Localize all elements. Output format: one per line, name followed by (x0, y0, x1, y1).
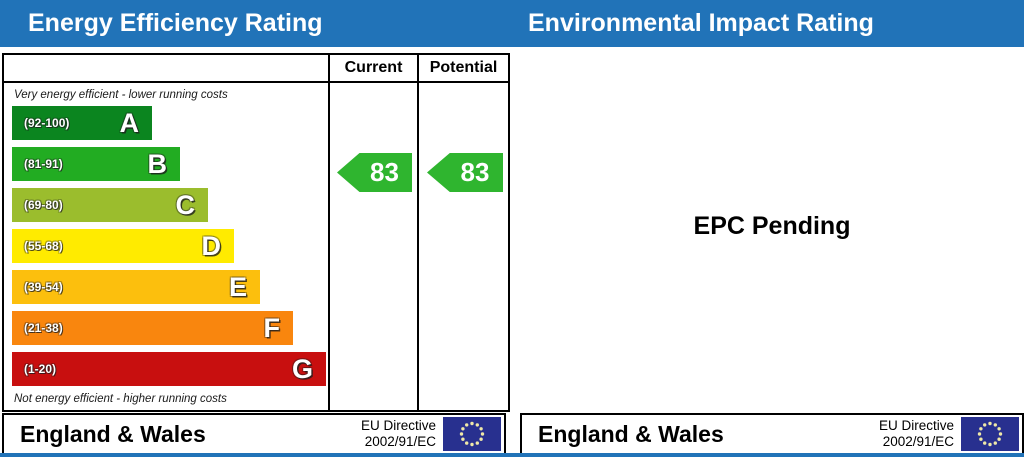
top-scale-note: Very energy efficient - lower running co… (14, 89, 228, 101)
band-range-label: (69-80) (24, 198, 63, 212)
band-row-g: (1-20) G (12, 352, 326, 386)
band-row-b: (81-91) B (12, 147, 180, 181)
band-range-label: (81-91) (24, 157, 63, 171)
eu-directive-text: EU Directive 2002/91/EC (361, 418, 436, 450)
bands-container: Very energy efficient - lower running co… (4, 83, 330, 410)
band-letter: C (175, 189, 196, 220)
eu-directive-line1: EU Directive (360, 417, 436, 433)
band-column-header (4, 55, 330, 83)
band-range-label: (92-100) (24, 116, 70, 130)
band-rows: (92-100) A (81-91) B (69-80) C (55-68) D (39-54)… (8, 106, 328, 386)
region-label: England & Wales (538, 420, 724, 447)
band-letter: D (201, 230, 222, 261)
current-rating-arrow: 83 (337, 153, 412, 192)
eu-directive-line2: 2002/91/EC (882, 434, 954, 449)
bottom-blue-strip (0, 453, 1024, 457)
eu-flag-icon (443, 417, 501, 451)
top-banner: Energy Efficiency Rating Environmental I… (0, 0, 1024, 47)
band-letter: B (147, 148, 168, 179)
band-range-label: (39-54) (24, 280, 63, 294)
energy-rating-chart: Current Potential Very energy efficient … (2, 53, 510, 412)
band-letter: A (119, 107, 140, 138)
potential-rating-arrow: 83 (427, 153, 503, 192)
current-column-header: Current (330, 55, 419, 83)
band-range-label: (1-20) (24, 362, 57, 376)
band-range-label: (55-68) (24, 239, 63, 253)
band-letter: F (263, 312, 281, 343)
left-footer: England & Wales EU Directive 2002/91/EC (2, 413, 506, 455)
right-footer: England & Wales EU Directive 2002/91/EC (520, 413, 1024, 455)
epc-pending-status: EPC Pending (693, 212, 851, 240)
band-row-f: (21-38) F (12, 311, 293, 345)
environmental-impact-title: Environmental Impact Rating (528, 9, 874, 37)
band-row-e: (39-54) E (12, 270, 260, 304)
eu-directive-line1: EU Directive (878, 417, 954, 433)
potential-column-header: Potential (419, 55, 508, 83)
region-label: England & Wales (20, 420, 206, 447)
bottom-scale-note: Not energy efficient - higher running co… (14, 393, 227, 405)
eu-flag-icon (961, 417, 1019, 451)
eu-directive-line2: 2002/91/EC (364, 434, 436, 449)
band-letter: G (291, 353, 313, 384)
current-rating-column: 83 (330, 83, 419, 410)
potential-rating-value: 83 (460, 157, 490, 187)
band-row-d: (55-68) D (12, 229, 234, 263)
energy-efficiency-title: Energy Efficiency Rating (28, 9, 323, 37)
eu-directive-text: EU Directive 2002/91/EC (879, 418, 954, 450)
band-row-a: (92-100) A (12, 106, 152, 140)
current-rating-value: 83 (370, 157, 399, 187)
band-letter: E (228, 271, 247, 302)
potential-rating-column: 83 (419, 83, 508, 410)
band-row-c: (69-80) C (12, 188, 208, 222)
band-range-label: (21-38) (24, 321, 63, 335)
